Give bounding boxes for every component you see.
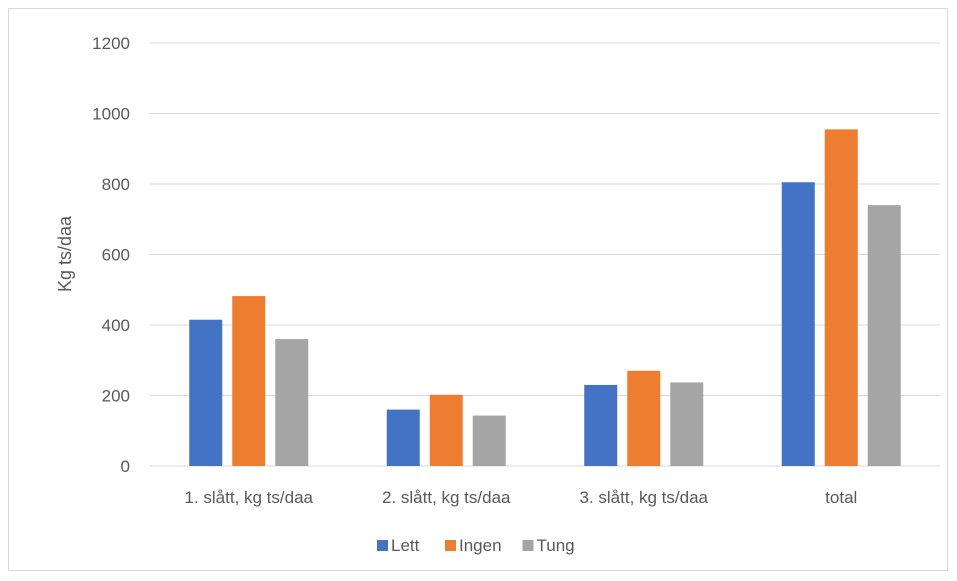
legend-label-lett: Lett: [391, 536, 420, 555]
bar-ingen: [627, 370, 661, 466]
x-category-label: 3. slått, kg ts/daa: [579, 488, 708, 507]
bar-tung: [275, 339, 309, 466]
bar-lett: [781, 182, 815, 467]
gridlines: [150, 42, 940, 467]
legend-label-ingen: Ingen: [459, 536, 502, 555]
bar-tung: [867, 205, 901, 466]
y-tick-label: 1200: [92, 34, 130, 53]
bar-lett: [386, 409, 420, 466]
bar-tung: [670, 382, 704, 466]
bar-ingen: [824, 129, 858, 467]
x-category-label: total: [825, 488, 857, 507]
legend-swatch-ingen: [445, 540, 456, 551]
x-category-label: 2. slått, kg ts/daa: [382, 488, 511, 507]
bar-tung: [472, 415, 506, 466]
y-axis-title: Kg ts/daa: [55, 215, 75, 292]
y-tick-label: 800: [102, 175, 130, 194]
legend: Lett Ingen Tung: [377, 536, 575, 555]
y-tick-label: 400: [102, 316, 130, 335]
legend-label-tung: Tung: [537, 536, 575, 555]
bar-ingen: [232, 296, 266, 466]
bar-lett: [584, 384, 618, 466]
y-tick-labels: 0 200 400 600 800 1000 1200: [92, 34, 130, 476]
legend-swatch-tung: [522, 540, 534, 551]
y-tick-label: 0: [121, 457, 130, 476]
y-tick-label: 600: [102, 246, 130, 265]
y-tick-label: 200: [102, 387, 130, 406]
x-category-label: 1. slått, kg ts/daa: [184, 488, 313, 507]
y-tick-label: 1000: [92, 105, 130, 124]
bar-lett: [189, 319, 223, 466]
bars: [189, 129, 901, 467]
legend-swatch-lett: [377, 540, 388, 551]
x-category-labels: 1. slått, kg ts/daa 2. slått, kg ts/daa 3.…: [184, 488, 857, 507]
bar-ingen: [429, 394, 463, 466]
